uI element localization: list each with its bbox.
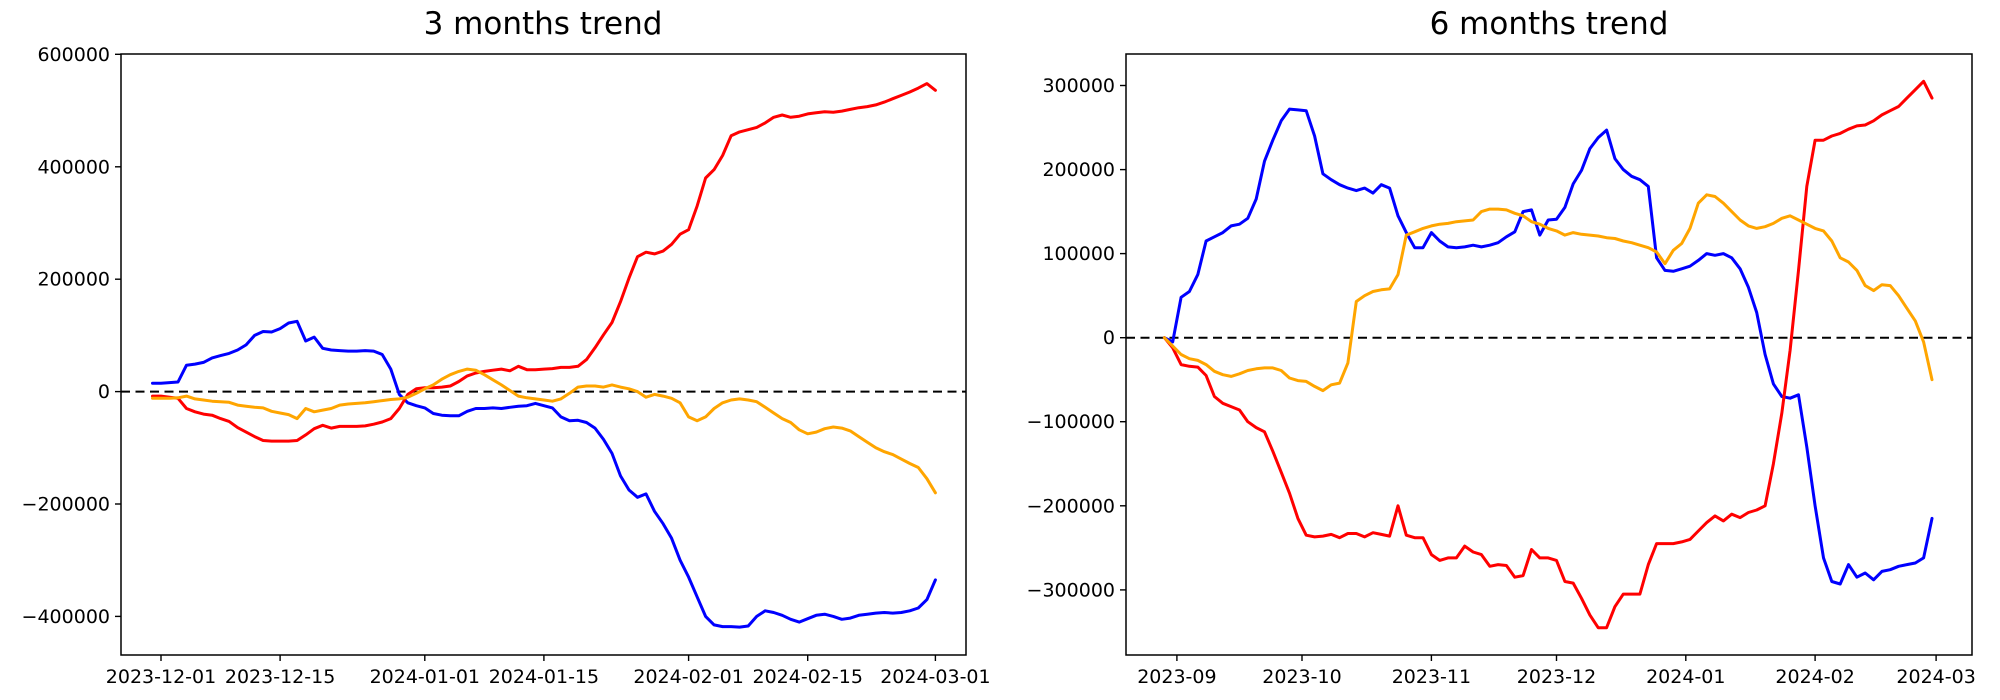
- left-x-tick-label: 2023-12-01: [106, 666, 216, 688]
- left-y-tick-label: 600000: [37, 44, 110, 66]
- left-x-tick-label: 2024-03-01: [880, 666, 990, 688]
- left-axes-frame: [120, 53, 967, 656]
- right-y-tick-label: 0: [1103, 327, 1115, 349]
- left-series-orange: [151, 367, 937, 495]
- right-x-tick-label: 2024-01: [1646, 666, 1725, 688]
- right-x-tick-label: 2023-10: [1262, 666, 1341, 688]
- right-y-tick-label: 200000: [1042, 159, 1115, 181]
- right-series-red: [1162, 79, 1934, 630]
- left-x-tick-label: 2023-12-15: [225, 666, 335, 688]
- left-y-tick-label: 200000: [37, 269, 110, 291]
- right-series-orange: [1162, 193, 1934, 393]
- left-x-tick-label: 2024-02-01: [633, 666, 743, 688]
- left-x-tick-label: 2024-01-01: [370, 666, 480, 688]
- right-y-tick-label: −100000: [1027, 411, 1115, 433]
- right-x-tick-label: 2023-11: [1392, 666, 1471, 688]
- right-series-blue: [1162, 107, 1934, 586]
- right-y-tick-label: −300000: [1027, 579, 1115, 601]
- right-panel-title: 6 months trend: [1429, 6, 1669, 42]
- right-x-tick-label: 2024-02: [1775, 666, 1854, 688]
- left-x-tick-label: 2024-01-15: [489, 666, 599, 688]
- right-x-tick-label: 2023-09: [1137, 666, 1216, 688]
- right-y-tick-label: −200000: [1027, 495, 1115, 517]
- left-y-tick-label: 400000: [37, 156, 110, 178]
- right-x-tick-label: 2024-03: [1896, 666, 1975, 688]
- right-x-tick-label: 2023-12: [1517, 666, 1596, 688]
- left-panel-title: 3 months trend: [423, 6, 663, 42]
- right-axes-frame: [1125, 53, 1973, 656]
- left-y-tick-label: −200000: [22, 494, 110, 516]
- left-series-red: [151, 82, 937, 443]
- left-series-blue: [151, 319, 937, 629]
- left-x-tick-label: 2024-02-15: [752, 666, 862, 688]
- right-y-tick-label: 300000: [1042, 75, 1115, 97]
- right-y-tick-label: 100000: [1042, 243, 1115, 265]
- left-y-tick-label: 0: [98, 381, 110, 403]
- left-y-tick-label: −400000: [22, 606, 110, 628]
